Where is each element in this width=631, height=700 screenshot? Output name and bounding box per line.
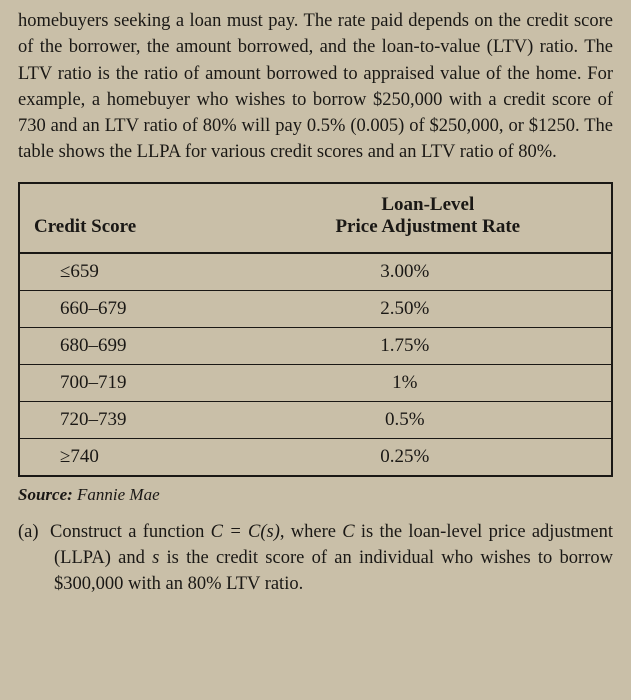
table-header-credit-score: Credit Score bbox=[19, 183, 245, 253]
credit-score-cell: 720–739 bbox=[19, 401, 245, 438]
source-value: Fannie Mae bbox=[73, 485, 160, 504]
source-line: Source: Fannie Mae bbox=[18, 485, 613, 505]
table-body: ≤659 3.00% 660–679 2.50% 680–699 1.75% 7… bbox=[19, 253, 612, 476]
llpa-table: Credit Score Loan-Level Price Adjustment… bbox=[18, 182, 613, 477]
rate-cell: 1% bbox=[245, 364, 612, 401]
table-row: 720–739 0.5% bbox=[19, 401, 612, 438]
credit-score-cell: ≤659 bbox=[19, 253, 245, 291]
source-label: Source: bbox=[18, 485, 73, 504]
rate-cell: 2.50% bbox=[245, 290, 612, 327]
table-row: 700–719 1% bbox=[19, 364, 612, 401]
rate-cell: 0.5% bbox=[245, 401, 612, 438]
credit-score-cell: 660–679 bbox=[19, 290, 245, 327]
table-row: ≥740 0.25% bbox=[19, 438, 612, 476]
credit-score-cell: 700–719 bbox=[19, 364, 245, 401]
rate-cell: 3.00% bbox=[245, 253, 612, 291]
question-a: (a)Construct a function C = C(s), where … bbox=[18, 519, 613, 598]
variable-c: C bbox=[342, 522, 354, 542]
equation: C = C(s) bbox=[211, 522, 280, 542]
credit-score-cell: 680–699 bbox=[19, 327, 245, 364]
rate-cell: 0.25% bbox=[245, 438, 612, 476]
table-row: 660–679 2.50% bbox=[19, 290, 612, 327]
credit-score-cell: ≥740 bbox=[19, 438, 245, 476]
rate-cell: 1.75% bbox=[245, 327, 612, 364]
table-row: 680–699 1.75% bbox=[19, 327, 612, 364]
table-row: ≤659 3.00% bbox=[19, 253, 612, 291]
table-header-rate: Loan-Level Price Adjustment Rate bbox=[245, 183, 612, 253]
question-label: (a) bbox=[18, 519, 50, 545]
intro-paragraph: homebuyers seeking a loan must pay. The … bbox=[18, 8, 613, 166]
